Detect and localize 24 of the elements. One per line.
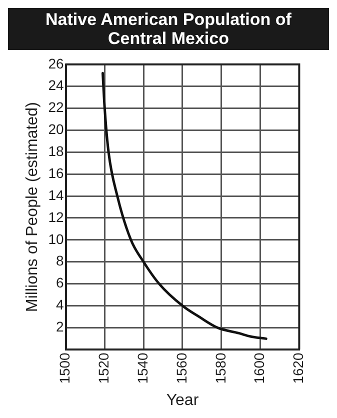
y-tick-label: 14	[48, 186, 64, 203]
x-tick-label: 1620	[290, 352, 306, 384]
x-tick-label: 1540	[134, 352, 150, 384]
y-tick-label: 16	[48, 164, 64, 181]
y-tick-label: 26	[48, 55, 64, 72]
y-tick-label: 6	[55, 274, 64, 291]
y-tick-label: 10	[48, 230, 64, 247]
x-tick-label: 1520	[95, 352, 112, 384]
y-tick-label: 12	[48, 208, 64, 225]
x-tick-label: 1600	[250, 352, 267, 384]
y-tick-label: 2	[55, 318, 64, 335]
x-tick-label: 1500	[56, 352, 72, 384]
y-tick-label: 22	[48, 99, 64, 116]
x-tick-label: 1580	[212, 352, 228, 384]
x-axis-title: Year	[166, 392, 199, 409]
line-series	[100, 72, 267, 340]
y-axis-title: Millions of People (estimated)	[24, 102, 41, 312]
x-tick-label: 1560	[172, 352, 189, 384]
y-tick-label: 18	[48, 143, 64, 160]
y-tick-label: 4	[55, 296, 64, 313]
y-tick-label: 24	[48, 77, 64, 94]
y-tick-label: 8	[55, 252, 64, 269]
y-tick-label: 20	[48, 121, 64, 138]
chart-title: Native American Population of Central Mexico	[8, 8, 329, 50]
